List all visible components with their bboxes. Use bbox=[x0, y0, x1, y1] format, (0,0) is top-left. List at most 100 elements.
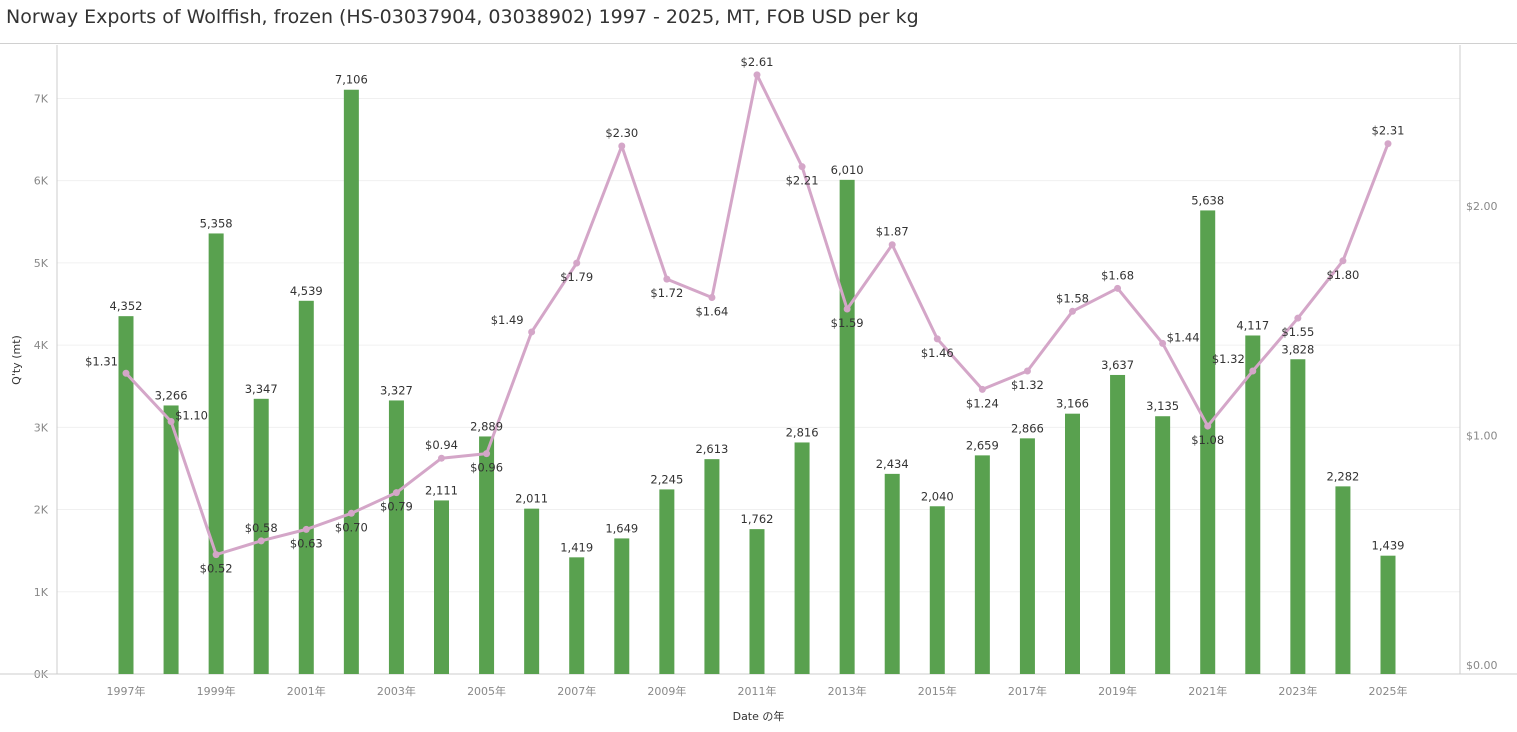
line-point bbox=[798, 163, 806, 171]
line-point bbox=[618, 142, 626, 150]
x-tick-label: 2025年 bbox=[1369, 684, 1408, 698]
x-tick-label: 1997年 bbox=[107, 684, 146, 698]
line-point bbox=[167, 417, 175, 425]
line-point bbox=[1249, 367, 1257, 375]
line-label: $1.80 bbox=[1326, 268, 1359, 282]
bar-label: 7,106 bbox=[335, 73, 368, 87]
bar-label: 5,358 bbox=[200, 216, 233, 230]
bar-label: 3,637 bbox=[1101, 358, 1134, 372]
line-point bbox=[1339, 257, 1347, 265]
x-tick-label: 2005年 bbox=[467, 684, 506, 698]
x-tick-label: 2015年 bbox=[918, 684, 957, 698]
y-tick-label: 6K bbox=[34, 175, 49, 188]
bar bbox=[839, 179, 855, 674]
line-point bbox=[1023, 367, 1031, 375]
bar-label: 4,539 bbox=[290, 284, 323, 298]
line-label: $1.46 bbox=[921, 346, 954, 360]
bar-label: 3,166 bbox=[1056, 397, 1089, 411]
line-label: $0.52 bbox=[200, 562, 233, 576]
line-point bbox=[347, 509, 355, 517]
price-line bbox=[124, 73, 1390, 557]
bar-label: 2,245 bbox=[650, 472, 683, 486]
line-point bbox=[1204, 422, 1212, 430]
line-point bbox=[708, 294, 716, 302]
bar bbox=[704, 459, 720, 674]
bar bbox=[208, 233, 224, 674]
x-tick-label: 2003年 bbox=[377, 684, 416, 698]
line-point bbox=[1384, 140, 1392, 148]
y-tick-label: 1K bbox=[34, 586, 49, 599]
line-point bbox=[122, 369, 130, 377]
line-point bbox=[212, 551, 220, 559]
bar-label: 2,816 bbox=[786, 425, 819, 439]
y-tick-label: 3K bbox=[34, 421, 49, 434]
bar bbox=[794, 442, 810, 674]
line-point bbox=[573, 259, 581, 267]
x-tick-label: 2019年 bbox=[1098, 684, 1137, 698]
line-label: $1.10 bbox=[175, 408, 208, 422]
y-axis-title: Q'ty (mt) bbox=[10, 335, 23, 385]
line-point bbox=[438, 454, 445, 462]
bar bbox=[1380, 555, 1396, 674]
line-label: $1.49 bbox=[491, 313, 524, 327]
y-tick-label: 5K bbox=[34, 257, 49, 270]
line-label: $1.64 bbox=[695, 305, 728, 319]
line-point bbox=[1159, 339, 1167, 347]
bar bbox=[479, 436, 495, 674]
bar bbox=[298, 300, 314, 674]
line-point bbox=[302, 525, 310, 533]
x-axis-title: Date の年 bbox=[733, 709, 785, 723]
x-tick-label: 2021年 bbox=[1188, 684, 1227, 698]
title-divider bbox=[0, 43, 1517, 44]
bar-label: 1,439 bbox=[1372, 539, 1405, 553]
bar bbox=[884, 473, 900, 674]
line-label: $2.21 bbox=[786, 174, 819, 188]
bar-label: 3,327 bbox=[380, 383, 413, 397]
x-tick-label: 2009年 bbox=[647, 684, 686, 698]
bar-label: 5,638 bbox=[1191, 193, 1224, 207]
bar bbox=[614, 538, 630, 674]
y-tick-label: 7K bbox=[34, 92, 49, 105]
line-point bbox=[753, 71, 761, 79]
bar-label: 2,866 bbox=[1011, 421, 1044, 435]
x-tick-label: 2023年 bbox=[1278, 684, 1317, 698]
line-label: $2.61 bbox=[741, 55, 774, 69]
line-point bbox=[978, 385, 986, 393]
x-tick-label: 2013年 bbox=[828, 684, 867, 698]
line-label: $0.79 bbox=[380, 500, 413, 514]
line-point bbox=[1114, 284, 1122, 292]
line-point bbox=[257, 537, 265, 545]
line-label: $1.72 bbox=[650, 286, 683, 300]
line-point bbox=[483, 450, 491, 458]
bar-label: 6,010 bbox=[831, 163, 864, 177]
bar bbox=[659, 489, 675, 674]
bar-label: 2,040 bbox=[921, 489, 954, 503]
bar-label: 2,889 bbox=[470, 419, 503, 433]
bar bbox=[749, 529, 765, 674]
line-label: $1.31 bbox=[85, 354, 118, 368]
bar bbox=[343, 89, 359, 675]
line-point bbox=[888, 241, 896, 249]
line-point bbox=[392, 489, 400, 497]
line-label: $1.32 bbox=[1011, 378, 1044, 392]
bar bbox=[1155, 416, 1171, 674]
line-label: $1.44 bbox=[1167, 330, 1200, 344]
line-label: $0.58 bbox=[245, 521, 278, 535]
bar-label: 2,111 bbox=[425, 483, 458, 497]
bar-label: 4,117 bbox=[1236, 318, 1269, 332]
bar bbox=[388, 400, 404, 674]
bar bbox=[929, 506, 945, 674]
bar bbox=[1065, 413, 1080, 674]
line-point bbox=[528, 328, 536, 336]
bar bbox=[1200, 210, 1216, 675]
bar-label: 2,613 bbox=[695, 442, 728, 456]
line-label: $0.70 bbox=[335, 520, 368, 534]
x-tick-label: 2001年 bbox=[287, 684, 326, 698]
bar bbox=[1019, 438, 1035, 674]
x-tick-label: 1999年 bbox=[197, 684, 236, 698]
bar bbox=[974, 455, 990, 674]
line-point bbox=[933, 335, 941, 343]
line-label: $0.63 bbox=[290, 536, 323, 550]
line-label: $1.87 bbox=[876, 225, 909, 239]
line-point bbox=[843, 305, 851, 313]
